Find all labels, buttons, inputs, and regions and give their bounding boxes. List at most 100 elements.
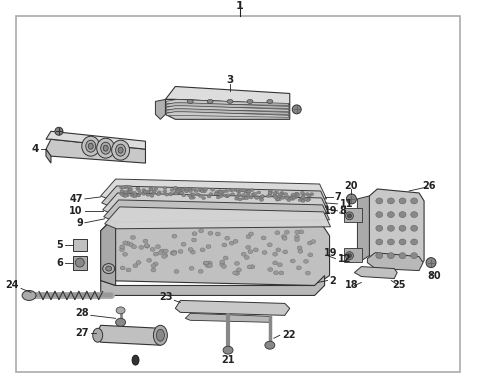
- Ellipse shape: [387, 198, 395, 204]
- Polygon shape: [104, 200, 330, 222]
- Ellipse shape: [144, 243, 149, 248]
- Text: 8: 8: [339, 206, 347, 216]
- Polygon shape: [167, 99, 289, 105]
- Ellipse shape: [246, 194, 250, 197]
- Ellipse shape: [101, 142, 111, 154]
- Ellipse shape: [139, 245, 144, 249]
- Text: 1: 1: [236, 1, 244, 11]
- Ellipse shape: [311, 240, 316, 243]
- Ellipse shape: [247, 265, 252, 269]
- Ellipse shape: [387, 225, 395, 231]
- Polygon shape: [101, 216, 116, 285]
- Ellipse shape: [187, 99, 193, 103]
- Ellipse shape: [175, 188, 179, 191]
- Ellipse shape: [265, 341, 275, 349]
- Ellipse shape: [169, 193, 173, 195]
- Ellipse shape: [133, 195, 137, 198]
- Ellipse shape: [132, 355, 139, 365]
- Ellipse shape: [426, 258, 436, 268]
- Ellipse shape: [298, 199, 302, 202]
- Ellipse shape: [180, 191, 183, 194]
- Ellipse shape: [82, 136, 100, 156]
- Polygon shape: [167, 103, 289, 108]
- Ellipse shape: [153, 262, 158, 266]
- Ellipse shape: [131, 235, 135, 240]
- Bar: [73, 239, 87, 251]
- Ellipse shape: [256, 196, 260, 199]
- Ellipse shape: [292, 196, 296, 199]
- Ellipse shape: [192, 196, 195, 199]
- Ellipse shape: [277, 263, 282, 267]
- Ellipse shape: [273, 194, 277, 197]
- Ellipse shape: [243, 189, 247, 192]
- Text: 18: 18: [345, 280, 358, 290]
- Ellipse shape: [268, 268, 273, 271]
- Polygon shape: [358, 196, 369, 261]
- Ellipse shape: [291, 197, 295, 200]
- Ellipse shape: [202, 197, 205, 200]
- Ellipse shape: [285, 197, 288, 199]
- Ellipse shape: [116, 318, 126, 326]
- Ellipse shape: [348, 254, 351, 258]
- Ellipse shape: [172, 251, 177, 255]
- Bar: [345, 248, 362, 262]
- Polygon shape: [46, 139, 145, 163]
- Ellipse shape: [55, 127, 63, 135]
- Ellipse shape: [137, 189, 141, 192]
- Ellipse shape: [184, 190, 188, 193]
- Ellipse shape: [305, 271, 310, 275]
- Ellipse shape: [93, 328, 103, 342]
- Ellipse shape: [252, 193, 255, 196]
- Ellipse shape: [231, 188, 235, 191]
- Ellipse shape: [121, 194, 126, 197]
- Ellipse shape: [142, 189, 146, 192]
- Ellipse shape: [254, 195, 258, 199]
- Ellipse shape: [179, 192, 183, 194]
- Text: 7: 7: [335, 192, 341, 202]
- Ellipse shape: [192, 232, 197, 236]
- Ellipse shape: [203, 261, 208, 265]
- Ellipse shape: [132, 245, 136, 249]
- Ellipse shape: [295, 192, 299, 195]
- Ellipse shape: [229, 241, 234, 245]
- Ellipse shape: [178, 192, 181, 194]
- Ellipse shape: [143, 190, 147, 194]
- Ellipse shape: [249, 196, 253, 199]
- Ellipse shape: [133, 264, 138, 268]
- Ellipse shape: [279, 193, 283, 196]
- Ellipse shape: [246, 235, 251, 239]
- Ellipse shape: [307, 241, 312, 245]
- Ellipse shape: [123, 186, 128, 189]
- Ellipse shape: [151, 268, 156, 272]
- Ellipse shape: [209, 193, 213, 195]
- Polygon shape: [167, 108, 289, 114]
- Ellipse shape: [207, 261, 212, 265]
- Ellipse shape: [246, 245, 251, 249]
- Ellipse shape: [250, 265, 255, 269]
- Ellipse shape: [287, 199, 291, 202]
- Ellipse shape: [221, 265, 227, 268]
- Text: 24: 24: [6, 280, 19, 290]
- Ellipse shape: [295, 238, 300, 242]
- Ellipse shape: [150, 247, 155, 252]
- Ellipse shape: [96, 138, 115, 158]
- Ellipse shape: [207, 264, 213, 268]
- Ellipse shape: [295, 235, 300, 239]
- Ellipse shape: [411, 225, 418, 231]
- Ellipse shape: [188, 188, 192, 191]
- Ellipse shape: [299, 198, 303, 201]
- Ellipse shape: [136, 193, 140, 196]
- Ellipse shape: [163, 253, 168, 257]
- Ellipse shape: [281, 235, 287, 238]
- Ellipse shape: [86, 140, 96, 152]
- Ellipse shape: [347, 194, 357, 204]
- Text: 2: 2: [330, 276, 336, 286]
- Ellipse shape: [116, 307, 125, 314]
- Ellipse shape: [172, 234, 177, 238]
- Ellipse shape: [229, 189, 233, 192]
- Ellipse shape: [198, 189, 202, 192]
- Ellipse shape: [237, 189, 241, 192]
- Ellipse shape: [125, 191, 129, 194]
- Ellipse shape: [411, 198, 418, 204]
- Ellipse shape: [291, 193, 295, 196]
